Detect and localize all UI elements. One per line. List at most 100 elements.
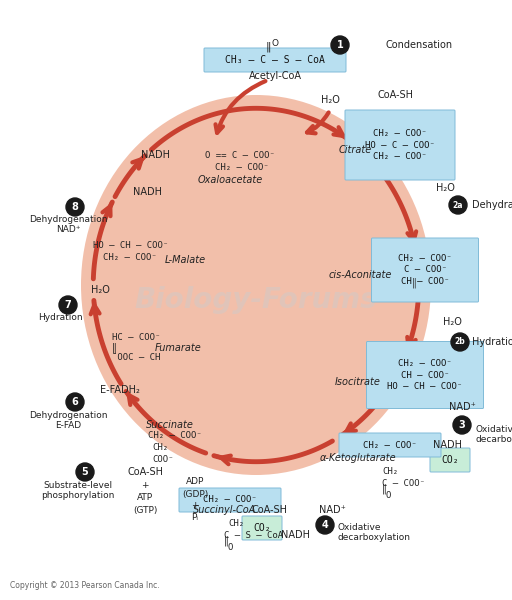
Text: CoA-SH: CoA-SH (252, 505, 288, 515)
Text: 7: 7 (65, 300, 71, 310)
Text: 8: 8 (72, 202, 78, 212)
FancyBboxPatch shape (430, 448, 470, 472)
Text: CH₂ — COO⁻: CH₂ — COO⁻ (103, 253, 157, 263)
Text: ATP: ATP (137, 493, 153, 503)
Text: H₂O: H₂O (442, 317, 461, 327)
Text: ‖: ‖ (265, 42, 271, 52)
Text: E-FADH₂: E-FADH₂ (100, 385, 140, 395)
Text: O: O (271, 38, 279, 47)
Text: 2a: 2a (453, 200, 463, 209)
Text: C — S — CoA: C — S — CoA (224, 532, 283, 541)
Text: CH₂: CH₂ (228, 520, 244, 529)
FancyBboxPatch shape (339, 433, 441, 457)
Text: CoA-SH: CoA-SH (377, 90, 413, 100)
Text: decarboxylation: decarboxylation (475, 436, 512, 445)
FancyBboxPatch shape (372, 238, 479, 302)
Text: Citrate: Citrate (338, 145, 372, 155)
Text: E-FAD: E-FAD (55, 421, 81, 430)
Text: HC — COO⁻: HC — COO⁻ (112, 334, 160, 343)
Text: CO₂: CO₂ (441, 455, 459, 465)
Text: 5: 5 (81, 467, 89, 477)
Text: decarboxylation: decarboxylation (338, 533, 411, 542)
Text: Acetyl-CoA: Acetyl-CoA (248, 71, 302, 81)
Text: (GTP): (GTP) (133, 505, 157, 514)
Text: Isocitrate: Isocitrate (335, 377, 381, 387)
Text: 2b: 2b (455, 337, 465, 346)
Text: CH₂ — COO⁻: CH₂ — COO⁻ (363, 440, 417, 449)
Text: (GDP): (GDP) (182, 490, 208, 499)
Text: CH₂: CH₂ (152, 443, 168, 451)
Text: CO₂: CO₂ (253, 523, 271, 533)
Text: NAD⁺: NAD⁺ (449, 402, 476, 412)
FancyBboxPatch shape (345, 110, 455, 180)
Text: Oxidative: Oxidative (475, 425, 512, 434)
Circle shape (66, 198, 84, 216)
Text: COO⁻: COO⁻ (152, 455, 174, 463)
Text: CH₂ — COO⁻
HO — C — COO⁻
CH₂ — COO⁻: CH₂ — COO⁻ HO — C — COO⁻ CH₂ — COO⁻ (365, 129, 435, 161)
Text: Dehydrogenation: Dehydrogenation (29, 410, 107, 419)
Text: Oxidative: Oxidative (338, 523, 381, 533)
Text: ADP: ADP (186, 478, 204, 487)
Text: L-Malate: L-Malate (164, 255, 205, 265)
Text: Dehydration: Dehydration (472, 200, 512, 210)
Text: CH₃ — C — S — CoA: CH₃ — C — S — CoA (225, 55, 325, 65)
Text: H₂O: H₂O (436, 183, 455, 193)
Circle shape (66, 393, 84, 411)
Text: cis-Aconitate: cis-Aconitate (328, 270, 392, 280)
FancyBboxPatch shape (179, 488, 281, 512)
Text: NADH: NADH (281, 530, 309, 540)
Text: CH₂ — COO⁻
C — COO⁻
CH — COO⁻: CH₂ — COO⁻ C — COO⁻ CH — COO⁻ (398, 254, 452, 286)
Text: CH₂ — COO⁻: CH₂ — COO⁻ (215, 163, 269, 173)
Text: phosphorylation: phosphorylation (41, 491, 115, 500)
Text: Dehydrogenation: Dehydrogenation (29, 215, 107, 224)
Text: O == C — COO⁻: O == C — COO⁻ (205, 151, 275, 160)
Text: ‖: ‖ (112, 343, 117, 353)
FancyBboxPatch shape (204, 48, 346, 72)
Text: Condensation: Condensation (385, 40, 452, 50)
Text: NAD⁺: NAD⁺ (56, 226, 80, 235)
Text: 4: 4 (322, 520, 328, 530)
Text: CH₂: CH₂ (382, 467, 398, 476)
Text: Fumarate: Fumarate (155, 343, 201, 353)
Text: ‖: ‖ (412, 278, 416, 288)
Text: 6: 6 (72, 397, 78, 407)
FancyBboxPatch shape (242, 516, 282, 540)
Text: HO — CH — COO⁻: HO — CH — COO⁻ (93, 241, 168, 250)
Circle shape (76, 463, 94, 481)
Text: +: + (191, 502, 199, 511)
Text: Biology-Forums: Biology-Forums (135, 286, 377, 314)
Text: H₂O: H₂O (91, 285, 110, 295)
Text: NADH: NADH (433, 440, 461, 450)
Text: 3: 3 (459, 420, 465, 430)
Circle shape (331, 36, 349, 54)
Text: CH₂ — COO⁻: CH₂ — COO⁻ (203, 496, 257, 505)
Text: Oxaloacetate: Oxaloacetate (197, 175, 263, 185)
Text: α-Ketoglutarate: α-Ketoglutarate (319, 453, 396, 463)
Text: CH₂ — COO⁻: CH₂ — COO⁻ (148, 431, 202, 439)
Circle shape (316, 516, 334, 534)
Ellipse shape (81, 95, 431, 475)
Text: NADH: NADH (134, 187, 162, 197)
Text: NADH: NADH (140, 150, 169, 160)
Text: Copyright © 2013 Pearson Canada Inc.: Copyright © 2013 Pearson Canada Inc. (10, 581, 160, 590)
Text: +: + (141, 481, 149, 491)
Text: Succinate: Succinate (146, 420, 194, 430)
Circle shape (451, 333, 469, 351)
Text: Pᵢ: Pᵢ (191, 514, 199, 523)
Circle shape (453, 416, 471, 434)
Text: H₂O: H₂O (321, 95, 339, 105)
Text: Succinyl-CoA: Succinyl-CoA (194, 505, 257, 515)
Text: ¯OOC — CH: ¯OOC — CH (112, 353, 160, 362)
Text: CH₂ — COO⁻
CH — COO⁻
HO — CH — COO⁻: CH₂ — COO⁻ CH — COO⁻ HO — CH — COO⁻ (388, 359, 463, 391)
FancyBboxPatch shape (367, 341, 483, 409)
Circle shape (59, 296, 77, 314)
Circle shape (449, 196, 467, 214)
Text: Hydration: Hydration (472, 337, 512, 347)
Text: NAD⁺: NAD⁺ (318, 505, 346, 515)
Text: 1: 1 (336, 40, 344, 50)
Text: O: O (228, 544, 233, 553)
Text: O: O (385, 491, 390, 500)
Text: Substrate-level: Substrate-level (44, 481, 113, 491)
Text: Hydration: Hydration (38, 313, 82, 323)
Text: C — COO⁻: C — COO⁻ (382, 479, 425, 488)
